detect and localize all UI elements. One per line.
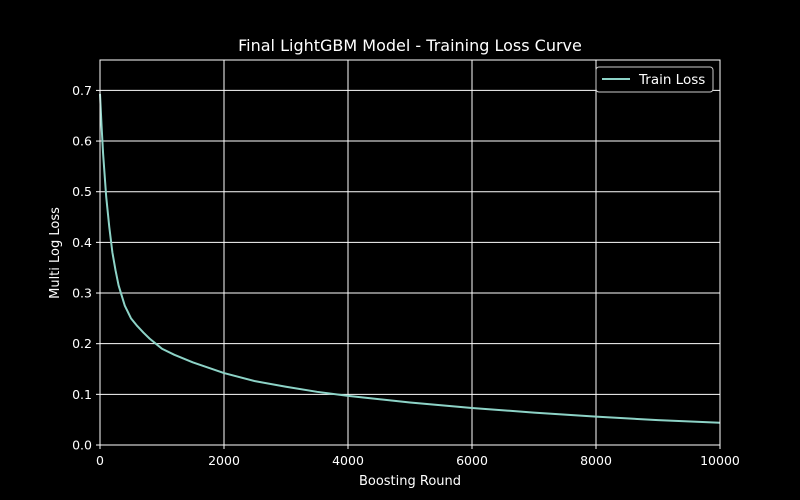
y-tick-label: 0.3 bbox=[72, 286, 92, 301]
x-axis-ticks: 0 2000 4000 6000 8000 10000 bbox=[96, 445, 740, 468]
y-tick-label: 0.4 bbox=[72, 235, 92, 250]
x-tick-label: 2000 bbox=[208, 453, 240, 468]
x-tick-label: 8000 bbox=[580, 453, 612, 468]
y-tick-label: 0.5 bbox=[72, 184, 92, 199]
x-tick-label: 4000 bbox=[332, 453, 364, 468]
y-tick-label: 0.0 bbox=[72, 438, 92, 453]
series-line-train-loss bbox=[99, 93, 721, 424]
y-tick-label: 0.2 bbox=[72, 336, 92, 351]
legend-box bbox=[595, 66, 714, 93]
legend-label-train-loss: Train Loss bbox=[638, 72, 705, 88]
x-axis-label: Boosting Round bbox=[359, 474, 461, 489]
y-tick-label: 0.1 bbox=[72, 387, 92, 402]
x-tick-label: 10000 bbox=[700, 453, 740, 468]
grid-lines bbox=[99, 60, 721, 446]
plot-frame bbox=[99, 59, 721, 446]
legend: Train Loss bbox=[595, 66, 714, 93]
y-tick-label: 0.7 bbox=[72, 83, 92, 98]
chart-title: Final LightGBM Model - Training Loss Cur… bbox=[238, 36, 582, 55]
y-tick-label: 0.6 bbox=[72, 134, 92, 149]
series-layer bbox=[99, 93, 721, 424]
y-axis-ticks: 0.0 0.1 0.2 0.3 0.4 0.5 0.6 0.7 bbox=[72, 83, 100, 453]
y-axis-label: Multi Log Loss bbox=[48, 207, 63, 299]
x-tick-label: 6000 bbox=[456, 453, 488, 468]
x-tick-label: 0 bbox=[96, 453, 104, 468]
